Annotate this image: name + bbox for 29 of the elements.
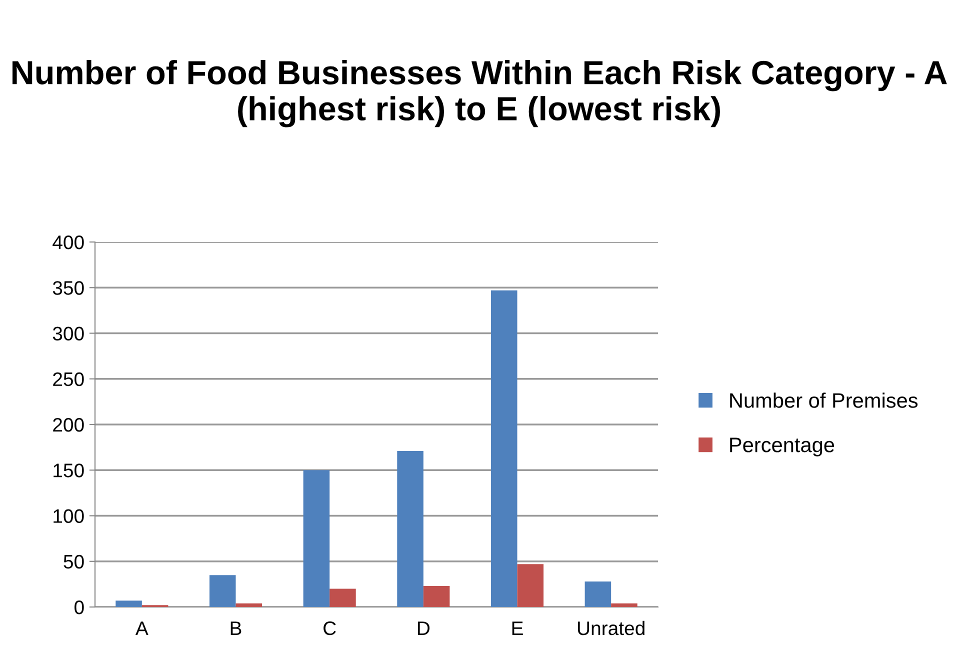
y-tick-label: 300: [52, 326, 84, 340]
bar: [330, 588, 356, 607]
bar: [490, 290, 518, 607]
bar: [236, 603, 262, 607]
x-tick-label: E: [512, 622, 523, 635]
x-tick-label: A: [135, 622, 148, 635]
x-tick-label: D: [418, 622, 430, 635]
chart-title: Number of Food Businesses Within Each Risk Category - A (highest risk) to E (lowest risk): [12, 60, 947, 128]
bar: [517, 564, 544, 607]
y-tick-label: 350: [52, 281, 84, 295]
legend-label: Percentage: [730, 438, 834, 456]
y-tick-label: 150: [54, 464, 84, 478]
bar: [584, 581, 612, 607]
x-tick-label: B: [230, 622, 242, 635]
x-tick-label: C: [324, 621, 336, 636]
bar: [209, 575, 236, 607]
y-tick-label: 100: [54, 509, 84, 523]
bar: [303, 470, 330, 607]
x-tick-label: Unrated: [578, 620, 644, 636]
y-tick-label: 50: [64, 554, 84, 569]
y-tick-label: 0: [74, 600, 84, 614]
legend-label: Number of Premises: [730, 392, 918, 408]
y-tick-label: 250: [53, 372, 84, 386]
bar: [397, 450, 424, 607]
y-tick-label: 200: [53, 418, 84, 432]
y-tick-label: 400: [52, 235, 84, 250]
bar: [611, 603, 638, 607]
bar: [423, 586, 450, 607]
bar: [116, 600, 142, 607]
